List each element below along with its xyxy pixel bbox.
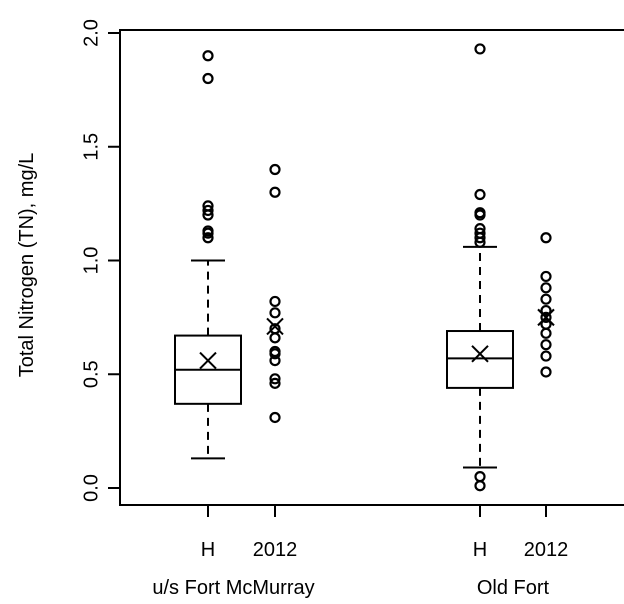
mean-marker bbox=[471, 345, 489, 363]
outlier-point bbox=[474, 223, 486, 235]
mean-marker bbox=[266, 317, 284, 336]
outlier-point bbox=[202, 232, 214, 244]
outlier-point bbox=[202, 72, 214, 85]
mean-marker bbox=[537, 308, 555, 327]
outlier-point bbox=[540, 339, 552, 351]
outlier-point bbox=[474, 471, 486, 483]
outlier-point bbox=[540, 270, 552, 283]
outlier-point bbox=[540, 366, 552, 378]
outlier-point bbox=[202, 50, 214, 62]
plot-frame bbox=[119, 29, 624, 506]
outlier-point bbox=[269, 332, 281, 344]
outlier-point bbox=[202, 225, 214, 237]
y-tick-label: 1.0 bbox=[80, 247, 102, 275]
outlier-point bbox=[202, 204, 214, 217]
outlier-point bbox=[269, 186, 281, 198]
x-axis: H 2012 u/s Fort McMurray H 2012 Old Fort bbox=[152, 504, 569, 599]
box bbox=[446, 330, 514, 389]
group-label: Old Fort bbox=[477, 577, 550, 599]
outlier-point bbox=[269, 377, 281, 389]
y-tick-label: 1.5 bbox=[80, 133, 102, 161]
outlier-point bbox=[474, 207, 486, 219]
outlier-point bbox=[540, 304, 552, 317]
outlier-point bbox=[540, 293, 552, 305]
outlier-point bbox=[269, 345, 281, 358]
outlier-point bbox=[540, 327, 552, 339]
outlier-point bbox=[474, 43, 486, 55]
group-label: u/s Fort McMurray bbox=[152, 577, 314, 599]
outlier-point bbox=[269, 411, 281, 424]
outlier-point bbox=[474, 480, 486, 492]
outlier-point bbox=[269, 323, 281, 335]
outlier-point bbox=[269, 373, 281, 385]
outlier-point bbox=[540, 311, 552, 323]
x-tick-label: 2012 bbox=[524, 539, 569, 561]
outlier-point bbox=[540, 232, 552, 244]
outlier-point bbox=[202, 200, 214, 212]
y-axis: 0.0 0.5 1.0 1.5 2.0 bbox=[80, 19, 121, 502]
outlier-point bbox=[540, 282, 552, 294]
y-axis-label: Total Nitrogen (TN), mg/L bbox=[16, 153, 38, 378]
outlier-point bbox=[540, 350, 552, 362]
outlier-point bbox=[474, 188, 486, 201]
outlier-point bbox=[269, 163, 281, 176]
outlier-point bbox=[474, 227, 486, 239]
mean-marker bbox=[199, 351, 217, 370]
y-tick-label: 0.0 bbox=[80, 474, 102, 502]
x-tick-label: 2012 bbox=[253, 539, 298, 561]
outlier-point bbox=[269, 295, 281, 308]
y-tick-label: 2.0 bbox=[80, 19, 102, 47]
x-tick-label: H bbox=[473, 539, 487, 561]
x-tick-label: H bbox=[201, 539, 215, 561]
y-tick-label: 0.5 bbox=[80, 360, 102, 388]
plot-marks bbox=[174, 43, 555, 492]
outlier-point bbox=[540, 318, 552, 330]
outlier-point bbox=[269, 307, 281, 319]
